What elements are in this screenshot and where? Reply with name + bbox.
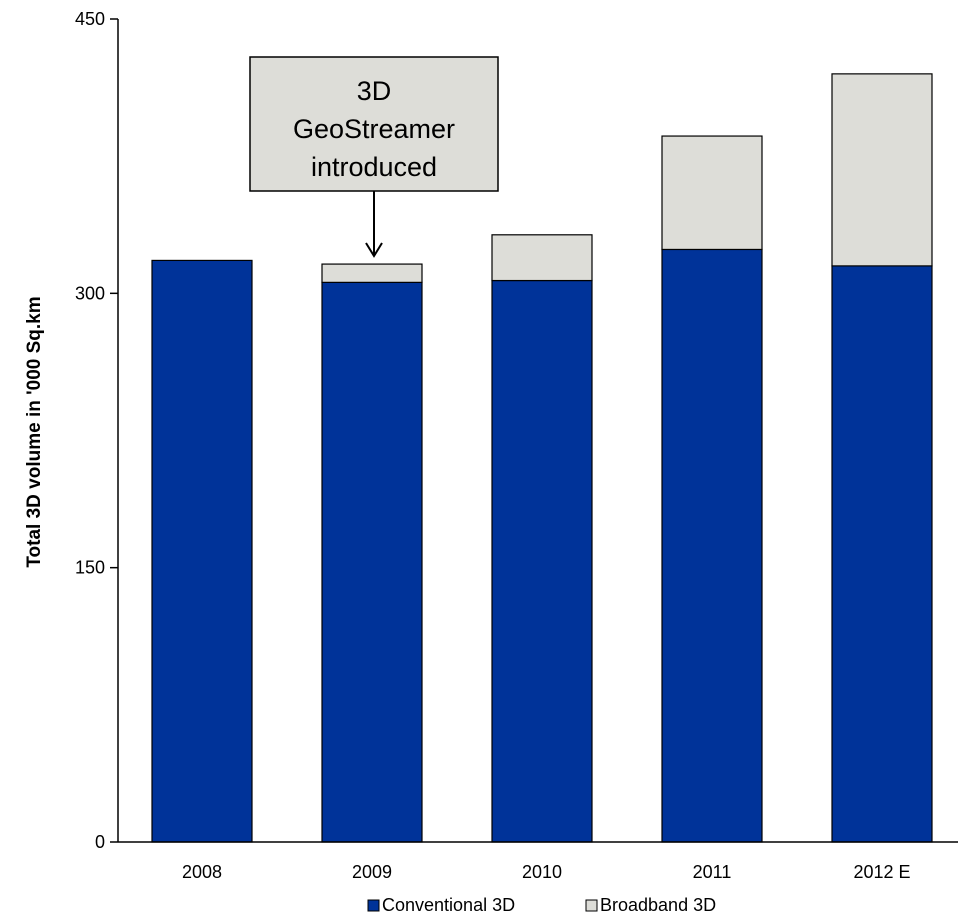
x-tick-label: 2008 (182, 862, 222, 882)
y-tick-label: 150 (75, 558, 105, 578)
x-tick-label: 2010 (522, 862, 562, 882)
annotation: 3D GeoStreamer introduced (249, 56, 499, 258)
y-tick-label: 300 (75, 283, 105, 303)
y-tick-label: 0 (95, 832, 105, 852)
bar-broadband-2012-E (831, 73, 933, 267)
y-tick-label: 450 (75, 9, 105, 29)
bar-conventional-2010 (491, 279, 593, 843)
x-tick-label: 2011 (693, 862, 732, 882)
bar-broadband-2009 (321, 263, 423, 283)
bar-conventional-2008 (151, 259, 253, 843)
y-axis: 0 150 300 450 (75, 9, 119, 852)
legend-label: Broadband 3D (600, 895, 716, 915)
x-tick-label: 2012 E (853, 862, 910, 882)
annotation-box (249, 56, 499, 192)
x-axis: 2008 2009 2010 2011 2012 E (118, 841, 958, 882)
legend-swatch (367, 899, 380, 912)
y-axis-label: Total 3D volume in '000 Sq.km (24, 296, 45, 567)
bar-conventional-2011 (661, 248, 763, 843)
bar-conventional-2009 (321, 281, 423, 843)
bar-broadband-2011 (661, 135, 763, 251)
annotation-line-1: 3D (357, 76, 392, 106)
bar-broadband-2010 (491, 234, 593, 282)
legend: Conventional 3D Broadband 3D (367, 895, 716, 915)
x-tick-label: 2009 (352, 862, 392, 882)
legend-swatch (585, 899, 598, 912)
legend-label: Conventional 3D (382, 895, 515, 915)
annotation-line-2: GeoStreamer (293, 114, 455, 144)
annotation-arrowhead (365, 242, 383, 258)
bars (151, 73, 933, 843)
annotation-line-3: introduced (311, 152, 437, 182)
bar-conventional-2012-E (831, 265, 933, 843)
